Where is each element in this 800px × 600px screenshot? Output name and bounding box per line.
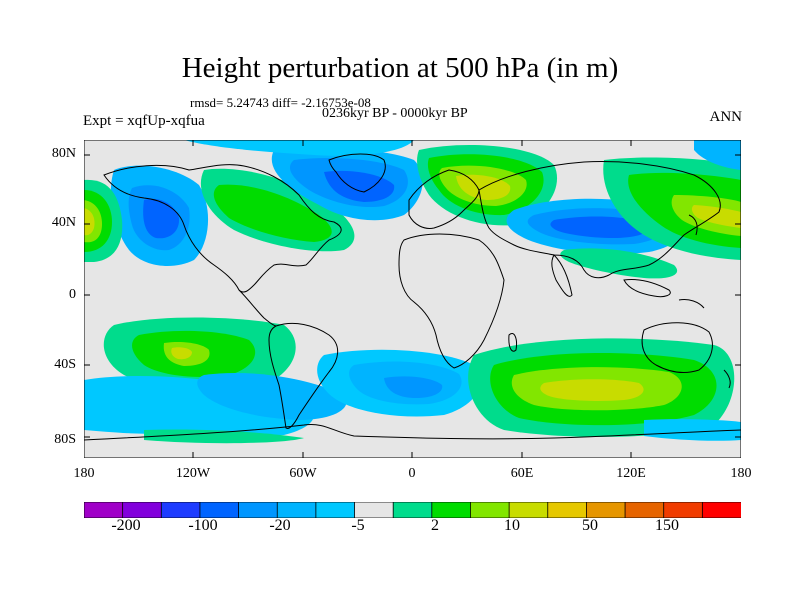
lon-label-180-left: 180 [73,466,95,481]
season-label: ANN [709,109,743,125]
colorbar-swatch [315,502,356,518]
colorbar [84,502,741,518]
contour-fills [84,140,741,458]
colorbar-swatch [624,502,665,518]
experiment-label: Expt = xqfUp-xqfua [83,113,205,129]
lon-label-120w: 120W [175,466,211,481]
colorbar-label: -200 [111,517,141,534]
colorbar-label: 50 [582,517,598,534]
lon-label-120e: 120E [616,466,646,481]
map-plot [84,140,741,458]
lon-label-0: 0 [408,466,416,481]
lon-label-60w: 60W [289,466,317,481]
colorbar-swatch [122,502,163,518]
stats-text: rmsd= 5.24743 diff= -2.16753e-08 [190,95,371,110]
colorbar-swatch [586,502,626,518]
colorbar-label: 150 [655,517,679,534]
colorbar-swatch [160,502,201,518]
lon-label-180-right: 180 [730,466,752,481]
map-title: Height perturbation at 500 hPa (in m) [181,52,619,84]
lat-label-80n: 80N [51,146,76,161]
colorbar-swatch [470,502,511,518]
map-ticks [84,140,741,458]
colorbar-label: 2 [431,517,439,534]
lat-label-80s: 80S [54,432,76,447]
colorbar-swatch [354,502,395,518]
colorbar-swatch [701,502,741,518]
colorbar-swatch [199,502,240,518]
colorbar-label: -5 [351,517,365,534]
colorbar-swatch [547,502,588,518]
lat-label-0: 0 [69,287,76,302]
colorbar-swatch [276,502,317,518]
colorbar-swatch [238,502,279,518]
colorbar-label: 10 [504,517,520,534]
period-text: 0236kyr BP - 0000kyr BP [322,106,468,121]
colorbar-swatch [431,502,472,518]
colorbar-swatch [84,502,124,518]
lon-label-60e: 60E [510,466,534,481]
colorbar-swatch [663,502,704,518]
lat-label-40n: 40N [51,215,76,230]
colorbar-label: -20 [269,517,291,534]
colorbar-label: -100 [188,517,218,534]
lat-label-40s: 40S [54,357,76,372]
colorbar-swatch [508,502,549,518]
coastlines [84,153,741,441]
colorbar-swatch [392,502,433,518]
